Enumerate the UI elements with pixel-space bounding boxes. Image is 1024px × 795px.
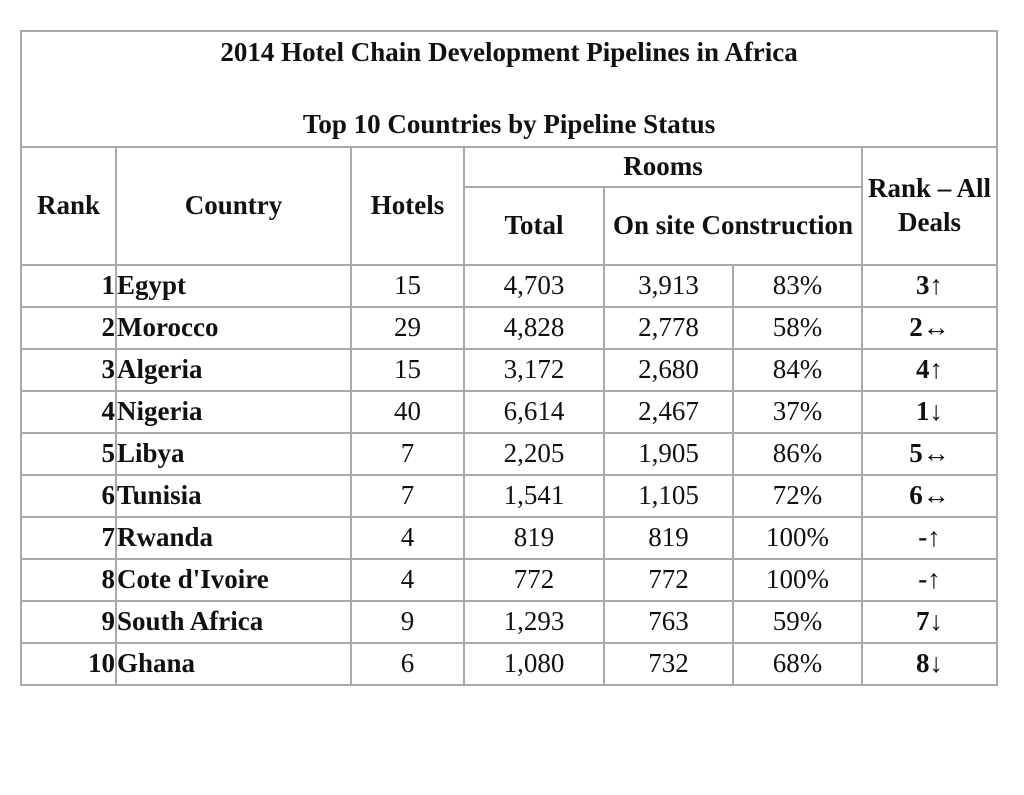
- cell: 9: [350, 600, 465, 644]
- cell: Egypt: [115, 264, 352, 308]
- cell: 4: [20, 390, 117, 434]
- cell: 772: [603, 558, 734, 602]
- cell: 8: [20, 558, 117, 602]
- data-row: 1 Egypt 15 4,703 3,913 83% 3↑: [20, 264, 999, 308]
- cell: 15: [350, 264, 465, 308]
- cell: 1: [20, 264, 117, 308]
- header-cell: Total: [463, 186, 605, 266]
- cell: Tunisia: [115, 474, 352, 518]
- cell: 3,172: [463, 348, 605, 392]
- header-row: Total On site Construction: [21, 186, 997, 266]
- cell: 2,778: [603, 306, 734, 350]
- cell: 86%: [732, 432, 863, 476]
- cell: 37%: [732, 390, 863, 434]
- cell: Cote d'Ivoire: [115, 558, 352, 602]
- data-row: 5 Libya 7 2,205 1,905 86% 5↔: [20, 432, 999, 476]
- cell: 2↔: [860, 306, 999, 350]
- cell: 9: [20, 600, 117, 644]
- subtitle: Top 10 Countries by Pipeline Status: [302, 108, 716, 139]
- header-cell: Rank – All Deals: [860, 146, 999, 266]
- cell: 68%: [732, 642, 863, 686]
- data-row: 3 Algeria 15 3,172 2,680 84% 4↑: [20, 348, 999, 392]
- header-cell: On site Construction: [603, 186, 863, 266]
- title: 2014 Hotel Chain Development Pipelines i…: [220, 37, 798, 67]
- title-row: 2014 Hotel Chain Development Pipelines i…: [19, 30, 999, 148]
- cell: 1,541: [463, 474, 605, 518]
- header-row: Rank Country Hotels Rooms Rank – All Dea…: [20, 146, 999, 266]
- cell: 84%: [732, 348, 863, 392]
- cell: Ghana: [115, 642, 352, 686]
- cell: 6: [350, 642, 465, 686]
- data-row: 2 Morocco 29 4,828 2,778 58% 2↔: [20, 306, 999, 350]
- cell: 1,293: [463, 600, 605, 644]
- cell: -↑: [860, 516, 999, 560]
- cell: 3,913: [603, 264, 734, 308]
- data-row: 6 Tunisia 7 1,541 1,105 72% 6↔: [20, 474, 999, 518]
- cell: Morocco: [115, 306, 352, 350]
- cell: Nigeria: [115, 390, 352, 434]
- header-cell: Rooms: [463, 146, 863, 188]
- cell: 10: [20, 642, 117, 686]
- cell: 83%: [732, 264, 863, 308]
- header-cell: Hotels: [350, 146, 465, 266]
- header-cell: Rank: [20, 146, 117, 266]
- cell: 732: [603, 642, 734, 686]
- cell: 4↑: [860, 348, 999, 392]
- cell: Libya: [115, 432, 352, 476]
- cell: 7: [350, 474, 465, 518]
- cell: Rwanda: [115, 516, 352, 560]
- cell: 4: [350, 558, 465, 602]
- cell: 6: [20, 474, 117, 518]
- cell: 100%: [732, 516, 863, 560]
- cell: 2,205: [463, 432, 605, 476]
- cell: 7: [20, 516, 117, 560]
- cell: 4,703: [463, 264, 605, 308]
- cell: 2,467: [603, 390, 734, 434]
- cell: 1↓: [860, 390, 999, 434]
- cell: 772: [463, 558, 605, 602]
- data-row: 8 Cote d'Ivoire 4 772 772 100% -↑: [20, 558, 999, 602]
- cell: 5: [20, 432, 117, 476]
- cell: 2,680: [603, 348, 734, 392]
- cell: 15: [350, 348, 465, 392]
- cell: 2: [20, 306, 117, 350]
- cell: South Africa: [115, 600, 352, 644]
- cell: -↑: [860, 558, 999, 602]
- cell: 1,105: [603, 474, 734, 518]
- cell: 6↔: [860, 474, 999, 518]
- cell: 7↓: [860, 600, 999, 644]
- cell: 6,614: [463, 390, 605, 434]
- cell: 100%: [732, 558, 863, 602]
- cell: 3↑: [860, 264, 999, 308]
- cell: 4,828: [463, 306, 605, 350]
- data-row: 7 Rwanda 4 819 819 100% -↑: [20, 516, 999, 560]
- cell: 819: [463, 516, 605, 560]
- cell: 819: [603, 516, 734, 560]
- data-row: 10 Ghana 6 1,080 732 68% 8↓: [20, 642, 999, 686]
- cell: 40: [350, 390, 465, 434]
- data-row: 4 Nigeria 40 6,614 2,467 37% 1↓: [20, 390, 999, 434]
- cell: 5↔: [860, 432, 999, 476]
- cell: 7: [350, 432, 465, 476]
- cell: 4: [350, 516, 465, 560]
- cell: Algeria: [115, 348, 352, 392]
- header-cell: Country: [115, 146, 352, 266]
- data-row: 9 South Africa 9 1,293 763 59% 7↓: [20, 600, 999, 644]
- cell: 59%: [732, 600, 863, 644]
- cell: 763: [603, 600, 734, 644]
- cell: 58%: [732, 306, 863, 350]
- cell: 3: [20, 348, 117, 392]
- cell: 1,080: [463, 642, 605, 686]
- cell: 29: [350, 306, 465, 350]
- cell: 8↓: [860, 642, 999, 686]
- title-cell: 2014 Hotel Chain Development Pipelines i…: [19, 30, 999, 148]
- cell: 1,905: [603, 432, 734, 476]
- pipeline-table: 2014 Hotel Chain Development Pipelines i…: [19, 30, 999, 686]
- cell: 72%: [732, 474, 863, 518]
